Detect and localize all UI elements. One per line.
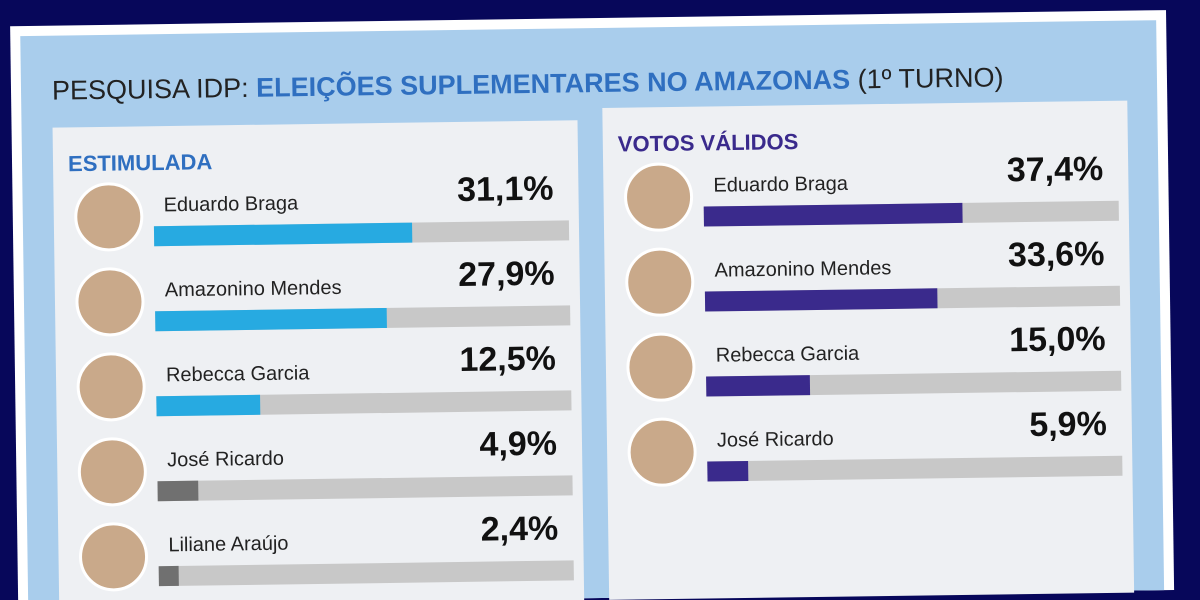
candidate-name: Rebecca Garcia [166, 362, 311, 386]
bar [704, 288, 938, 312]
bar [153, 222, 413, 247]
candidate-photo [77, 437, 147, 507]
candidate-name: Liliane Araújo [168, 533, 288, 557]
value-label: 31,1% [457, 170, 554, 209]
candidate-photo [76, 352, 146, 422]
bar [156, 394, 261, 417]
candidate-photo [625, 247, 695, 317]
card: PESQUISA IDP: ELEIÇÕES SUPLEMENTARES NO … [10, 10, 1175, 600]
candidate-photo [624, 162, 694, 232]
candidate-photo [626, 332, 696, 402]
panel-title: ESTIMULADA [68, 149, 213, 176]
value-label: 2,4% [480, 510, 558, 549]
header-prefix: PESQUISA IDP: [52, 73, 249, 106]
bar [706, 375, 811, 397]
candidate-photo [74, 182, 144, 252]
bar-track [157, 475, 573, 502]
value-label: 33,6% [1008, 235, 1105, 274]
candidate-name: José Ricardo [717, 428, 834, 452]
value-label: 27,9% [458, 255, 555, 294]
candidate-name: Amazonino Mendes [165, 277, 342, 301]
bar-track [707, 455, 1123, 482]
candidate-name: José Ricardo [167, 448, 284, 472]
bar-track [158, 560, 574, 587]
candidate-photo [79, 522, 149, 592]
candidate-name: Rebecca Garcia [716, 343, 861, 367]
candidate-photo [75, 267, 145, 337]
value-label: 15,0% [1009, 320, 1106, 359]
bar [703, 202, 963, 227]
value-label: 37,4% [1007, 150, 1104, 189]
bar [157, 480, 199, 502]
panel-title: VOTOS VÁLIDOS [618, 129, 799, 157]
header-suffix: (1º TURNO) [857, 62, 1003, 94]
candidate-name: Eduardo Braga [713, 173, 849, 197]
bar [158, 565, 179, 587]
candidate-name: Amazonino Mendes [714, 257, 891, 281]
bar [155, 307, 387, 332]
candidate-name: Eduardo Braga [163, 192, 299, 216]
value-label: 4,9% [479, 425, 557, 464]
bar [707, 460, 749, 482]
value-label: 12,5% [459, 340, 556, 379]
candidate-photo [627, 417, 697, 487]
value-label: 5,9% [1029, 405, 1107, 444]
